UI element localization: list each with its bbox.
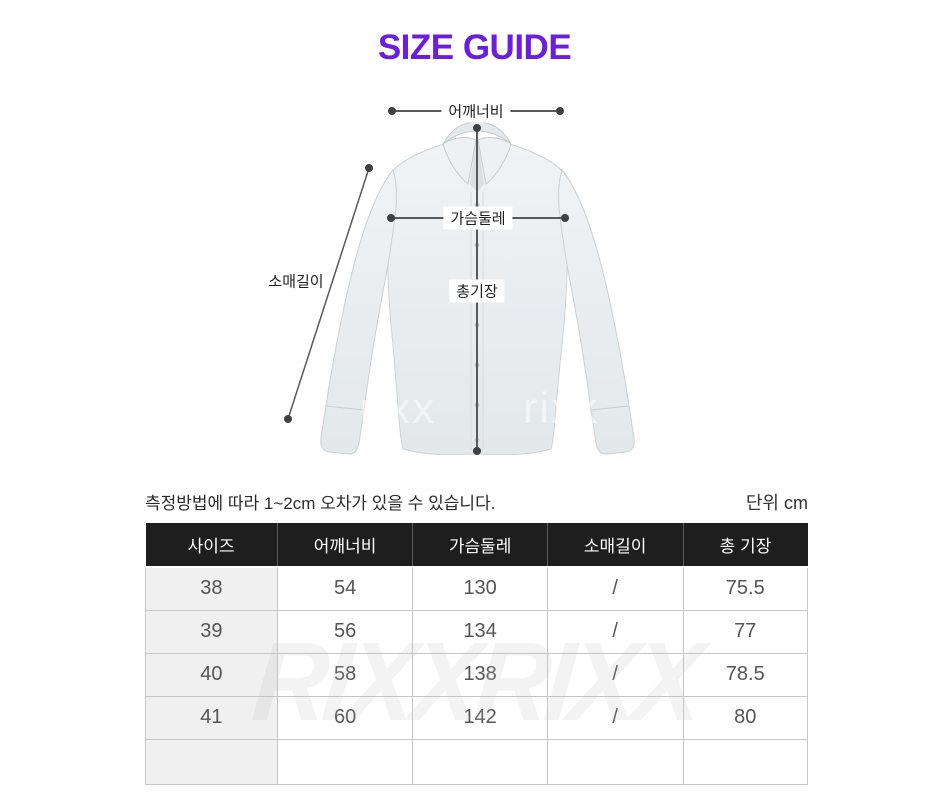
- shirt-placket: [470, 192, 484, 450]
- table-cell: 54: [276, 566, 414, 611]
- table-cell: 60: [276, 695, 414, 740]
- shirt-diagram: rixx rixx: [284, 107, 635, 456]
- label-sleeve-length: 소매길이: [264, 269, 328, 293]
- table-row: 40 58 138 / 78.5: [145, 652, 809, 697]
- table-row: 38 54 130 / 75.5: [145, 566, 809, 611]
- table-cell: 77: [682, 609, 809, 654]
- size-table: 사이즈 어깨너비 가슴둘레 소매길이 총 기장 38 54 130 / 75.5…: [145, 523, 809, 785]
- table-cell: [145, 738, 278, 785]
- shirt-cuff-right-seam: [590, 405, 630, 411]
- table-cell: 134: [412, 609, 548, 654]
- table-cell: [682, 738, 809, 785]
- table-cell: [276, 738, 414, 785]
- table-row: 39 56 134 / 77: [145, 609, 809, 654]
- table-row: 41 60 142 / 80: [145, 695, 809, 740]
- shirt-cuff-left-seam: [325, 405, 365, 411]
- table-cell: /: [546, 695, 684, 740]
- table-cell: 58: [276, 652, 414, 697]
- table-cell: 130: [412, 566, 548, 611]
- label-chest: 가슴둘레: [443, 206, 513, 230]
- table-cell: 41: [145, 695, 278, 740]
- shirt-sleeve-right: [558, 168, 635, 455]
- table-cell: 56: [276, 609, 414, 654]
- table-header-row: 사이즈 어깨너비 가슴둘레 소매길이 총 기장: [145, 523, 808, 568]
- label-total-length: 총기장: [449, 279, 505, 303]
- table-cell: 75.5: [682, 566, 809, 611]
- table-cell: /: [546, 652, 684, 697]
- watermark-rixx-left: rixx: [360, 384, 436, 433]
- label-shoulder-width: 어깨너비: [441, 99, 511, 123]
- shirt-sleeve-left: [320, 168, 397, 455]
- sleeve-length-line: [287, 167, 370, 420]
- note-row: 측정방법에 따라 1~2cm 오차가 있을 수 있습니다. 단위 cm: [145, 489, 808, 515]
- measurement-note: 측정방법에 따라 1~2cm 오차가 있을 수 있습니다.: [145, 494, 496, 513]
- header-cell-sleeve: 소매길이: [547, 523, 684, 568]
- header-cell-size: 사이즈: [145, 523, 278, 568]
- table-cell: 38: [145, 566, 278, 611]
- table-cell: 142: [412, 695, 548, 740]
- table-cell: /: [546, 609, 684, 654]
- table-cell: 40: [145, 652, 278, 697]
- table-cell: /: [546, 566, 684, 611]
- page-title: SIZE GUIDE: [377, 28, 572, 67]
- shirt-collar: [442, 121, 512, 192]
- table-cell: 78.5: [682, 652, 809, 697]
- header-cell-length: 총 기장: [683, 523, 808, 568]
- table-cell: 138: [412, 652, 548, 697]
- table-row-empty: [145, 738, 809, 785]
- table-cell: [412, 738, 548, 785]
- unit-label: 단위 cm: [745, 493, 808, 513]
- header-cell-chest: 가슴둘레: [412, 523, 548, 568]
- header-cell-shoulder: 어깨너비: [277, 523, 414, 568]
- watermark-rixx-right: rixx: [523, 384, 599, 433]
- table-cell: 80: [682, 695, 809, 740]
- table-cell: 39: [145, 609, 278, 654]
- table-cell: [546, 738, 684, 785]
